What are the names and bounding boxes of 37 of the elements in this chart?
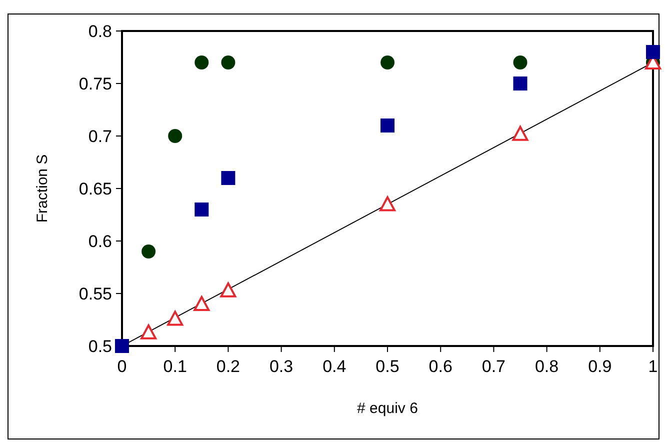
point	[168, 129, 182, 143]
x-tick-label: 0.1	[163, 357, 187, 376]
point	[380, 118, 394, 132]
point	[513, 76, 528, 90]
point	[115, 339, 129, 353]
point	[512, 126, 528, 141]
y-tick-label: 0.6	[88, 232, 112, 251]
y-tick-label: 0.55	[78, 284, 112, 304]
x-tick-label: 0	[117, 357, 127, 376]
x-tick-label: 0.2	[216, 357, 240, 376]
x-tick-label: 0.3	[269, 357, 294, 376]
point	[142, 244, 156, 258]
x-tick-label: 0.4	[322, 357, 346, 376]
x-tick-label: 1	[648, 357, 658, 376]
point	[380, 56, 394, 70]
point	[380, 196, 396, 212]
point	[220, 282, 236, 298]
y-axis-title: Fraction S	[34, 154, 51, 223]
y-tick-label: 0.7	[88, 126, 112, 146]
x-tick-label: 0.6	[428, 357, 452, 376]
point	[194, 202, 209, 216]
point	[167, 310, 184, 326]
x-tick-label: 0.5	[376, 357, 400, 376]
y-tick-label: 0.65	[78, 179, 112, 198]
x-tick-label: 0.9	[588, 357, 612, 376]
y-tick-label: 0.8	[88, 22, 112, 41]
x-axis-title: # equiv 6	[357, 400, 418, 417]
point	[513, 56, 528, 70]
point	[194, 56, 209, 70]
x-tick-label: 0.7	[482, 357, 506, 376]
y-tick-label: 0.75	[78, 74, 112, 94]
point	[221, 171, 236, 185]
point	[140, 324, 157, 340]
y-tick-label: 0.5	[88, 336, 112, 356]
x-tick-label: 0.8	[534, 357, 559, 376]
point	[194, 296, 210, 311]
point	[221, 56, 236, 70]
